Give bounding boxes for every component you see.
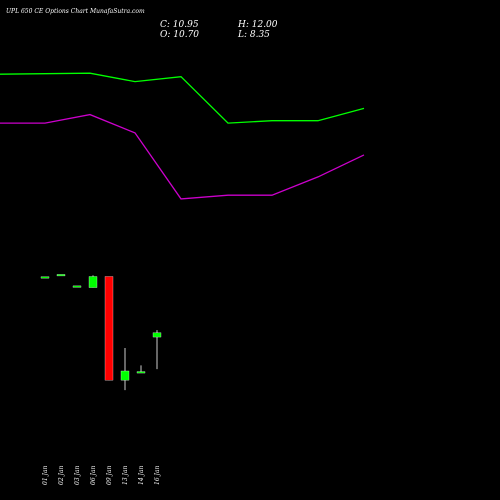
candle [72, 285, 82, 288]
candles [40, 274, 162, 391]
x-tick-label: 06 Jan [90, 465, 97, 485]
x-tick-label: 02 Jan [58, 465, 65, 485]
x-axis-labels: 01 Jan 02 Jan 03 Jan 06 Jan 09 Jan 13 Jan 14 J… [42, 465, 161, 485]
candle [88, 275, 98, 288]
x-tick-label: 03 Jan [74, 465, 81, 485]
candle-body [104, 276, 114, 381]
low-value: L: 8.35 [238, 30, 270, 40]
indicator-line-1 [0, 72, 365, 124]
candle-body [136, 371, 146, 374]
chart-title: UPL 650 CE Options Chart MunafaSutra.com [6, 8, 145, 15]
candle [56, 274, 66, 277]
x-tick-label: 01 Jan [42, 465, 49, 485]
x-tick-label: 09 Jan [106, 465, 113, 485]
candle-body [72, 285, 82, 288]
candle [152, 330, 162, 370]
high-value: H: 12.00 [238, 20, 278, 30]
x-tick-label: 16 Jan [154, 465, 161, 485]
candle-body [88, 276, 98, 288]
open-value: O: 10.70 [160, 30, 200, 40]
candle-body [56, 274, 66, 277]
candle-body [120, 370, 130, 381]
candle-body [152, 332, 162, 338]
close-value: C: 10.95 [160, 20, 199, 30]
candle [120, 347, 130, 391]
indicator-line-2 [0, 113, 365, 200]
candle [104, 276, 114, 381]
candle [136, 365, 146, 374]
x-tick-label: 14 Jan [138, 465, 145, 485]
x-tick-label: 13 Jan [122, 465, 129, 485]
indicator-lines [0, 72, 365, 200]
candle [40, 276, 50, 279]
candle-body [40, 276, 50, 279]
